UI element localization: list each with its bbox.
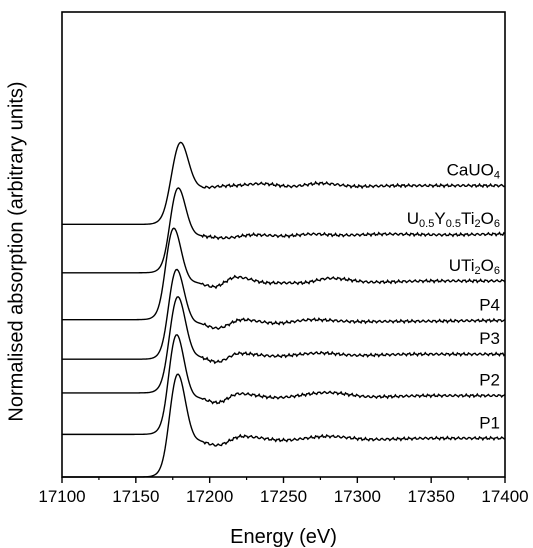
x-tick-label: 17300 xyxy=(334,487,381,506)
plot-area-border xyxy=(61,11,506,478)
y-axis-title: Normalised absorption (arbitrary units) xyxy=(5,81,27,421)
series-label: P1 xyxy=(479,413,500,432)
x-tick-label: 17100 xyxy=(38,487,85,506)
series-layer xyxy=(62,141,506,478)
series-line-uti2o6 xyxy=(62,227,506,321)
series-label: P3 xyxy=(479,329,500,348)
series-line-p1 xyxy=(62,373,506,478)
series-line-p4 xyxy=(62,268,506,360)
x-tick-layer: 17100 17150 17200 17250 17300 17350 17400 xyxy=(38,477,529,506)
series-label: P4 xyxy=(479,295,500,314)
x-tick-label: 17400 xyxy=(481,487,528,506)
x-tick-label: 17350 xyxy=(408,487,455,506)
series-label: CaUO4 xyxy=(447,161,500,182)
x-tick-label: 17200 xyxy=(186,487,233,506)
x-tick-label: 17150 xyxy=(112,487,159,506)
series-label: UTi2O6 xyxy=(449,256,500,277)
series-line-p3 xyxy=(62,296,506,394)
series-label: P2 xyxy=(479,371,500,390)
x-tick-label: 17250 xyxy=(260,487,307,506)
x-axis-title: Energy (eV) xyxy=(230,526,337,548)
series-label: U0.5Y0.5Ti2O6 xyxy=(407,209,500,230)
series-line-p2 xyxy=(62,334,506,436)
plot-frame xyxy=(61,11,506,478)
series-line-u0-5y0-5ti2o6 xyxy=(62,187,506,274)
series-line-cauo4 xyxy=(62,141,506,226)
series-label-layer: CaUO4 U0.5Y0.5Ti2O6 UTi2O6 P4 P3 P2 P1 xyxy=(407,161,500,433)
